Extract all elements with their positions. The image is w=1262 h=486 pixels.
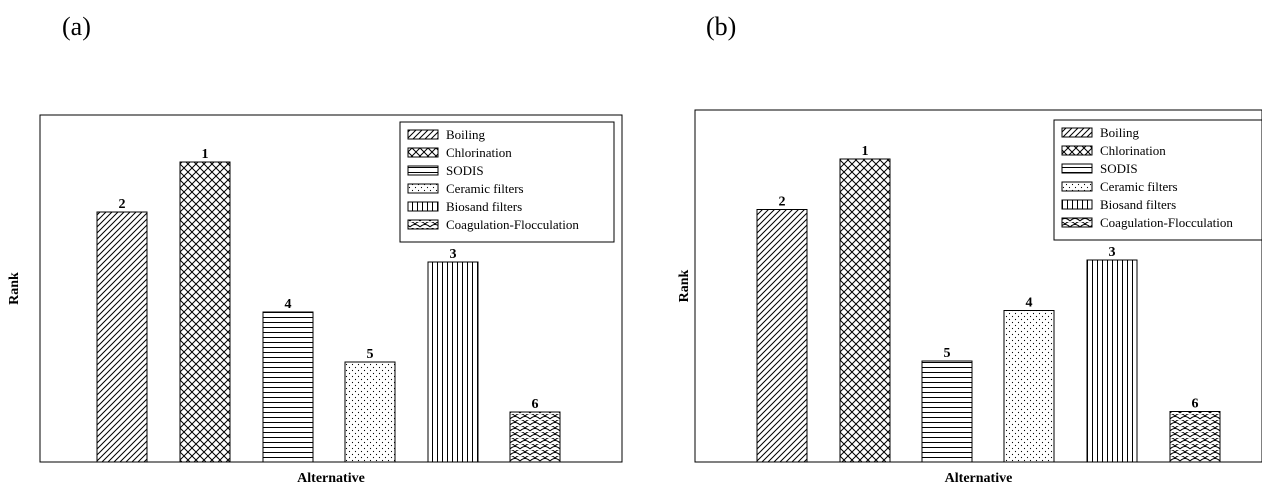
- x-axis-label: Alternative: [297, 471, 365, 486]
- legend-entry-ceramic-filters: Ceramic filters: [446, 181, 524, 196]
- legend-swatch-biosand-filters: [1061, 199, 1093, 210]
- legend-entry-biosand-filters: Biosand filters: [446, 199, 522, 214]
- y-axis-label: Rank: [7, 272, 22, 305]
- legend-swatch-ceramic-filters: [407, 183, 439, 194]
- bar-ceramic-filters: [1003, 310, 1055, 463]
- legend-swatch-boiling: [407, 129, 439, 140]
- bar-sodis: [921, 360, 973, 463]
- legend-entry-chlorination: Chlorination: [446, 145, 512, 160]
- chart-a: 2 1 4 5 3 6 Rank Alternative Boiling Chlorination…: [7, 114, 623, 486]
- legend-entry-chlorination: Chlorination: [1100, 143, 1166, 158]
- legend-swatch-boiling: [1061, 127, 1093, 138]
- legend-entry-coagulation-flocculation: Coagulation-Flocculation: [1100, 215, 1233, 230]
- legend-swatch-biosand-filters: [407, 201, 439, 212]
- bar-sodis: [262, 311, 314, 463]
- chart-b: 2 1 5 4 3 6 Rank Alternative Boiling Chlorination…: [677, 109, 1262, 486]
- legend-entry-boiling: Boiling: [446, 127, 486, 142]
- legend-entry-boiling: Boiling: [1100, 125, 1140, 140]
- data-label-sodis: 4: [285, 297, 292, 312]
- data-label-biosand-filters: 3: [1109, 245, 1116, 260]
- data-label-boiling: 2: [119, 197, 126, 212]
- legend-swatch-sodis: [407, 165, 439, 176]
- legend-entry-sodis: SODIS: [446, 163, 484, 178]
- legend-swatch-ceramic-filters: [1061, 181, 1093, 192]
- bar-boiling: [96, 211, 148, 463]
- legend: Boiling Chlorination SODIS Ceramic filters B…: [399, 121, 615, 243]
- y-axis-label: Rank: [677, 269, 692, 302]
- data-label-ceramic-filters: 5: [367, 347, 374, 362]
- legend-entry-biosand-filters: Biosand filters: [1100, 197, 1176, 212]
- panel-label-b: (b): [706, 12, 737, 41]
- bar-biosand-filters: [427, 261, 479, 463]
- plot-frame: [39, 114, 623, 463]
- data-label-boiling: 2: [779, 195, 786, 210]
- data-label-biosand-filters: 3: [450, 247, 457, 262]
- plot-frame: [694, 109, 1262, 463]
- bar-boiling: [756, 209, 808, 463]
- bar-chlorination: [179, 161, 231, 463]
- bar-chlorination: [839, 158, 891, 463]
- bar-coagulation-flocculation: [1169, 411, 1221, 463]
- data-label-ceramic-filters: 4: [1026, 296, 1033, 311]
- bar-ceramic-filters: [344, 361, 396, 463]
- legend-swatch-chlorination: [407, 147, 439, 158]
- data-label-coagulation-flocculation: 6: [1192, 397, 1199, 412]
- legend-entry-sodis: SODIS: [1100, 161, 1138, 176]
- legend-swatch-coagulation-flocculation: [1061, 217, 1093, 228]
- panel-label-a: (a): [62, 12, 91, 41]
- data-label-chlorination: 1: [202, 147, 209, 162]
- data-label-sodis: 5: [944, 346, 951, 361]
- legend-entry-ceramic-filters: Ceramic filters: [1100, 179, 1178, 194]
- bar-biosand-filters: [1086, 259, 1138, 463]
- bar-coagulation-flocculation: [509, 411, 561, 463]
- data-label-chlorination: 1: [862, 144, 869, 159]
- legend-swatch-chlorination: [1061, 145, 1093, 156]
- legend-swatch-coagulation-flocculation: [407, 219, 439, 230]
- legend: Boiling Chlorination SODIS Ceramic filters B…: [1053, 119, 1262, 241]
- x-axis-label: Alternative: [945, 471, 1013, 486]
- data-label-coagulation-flocculation: 6: [532, 397, 539, 412]
- legend-entry-coagulation-flocculation: Coagulation-Flocculation: [446, 217, 579, 232]
- legend-swatch-sodis: [1061, 163, 1093, 174]
